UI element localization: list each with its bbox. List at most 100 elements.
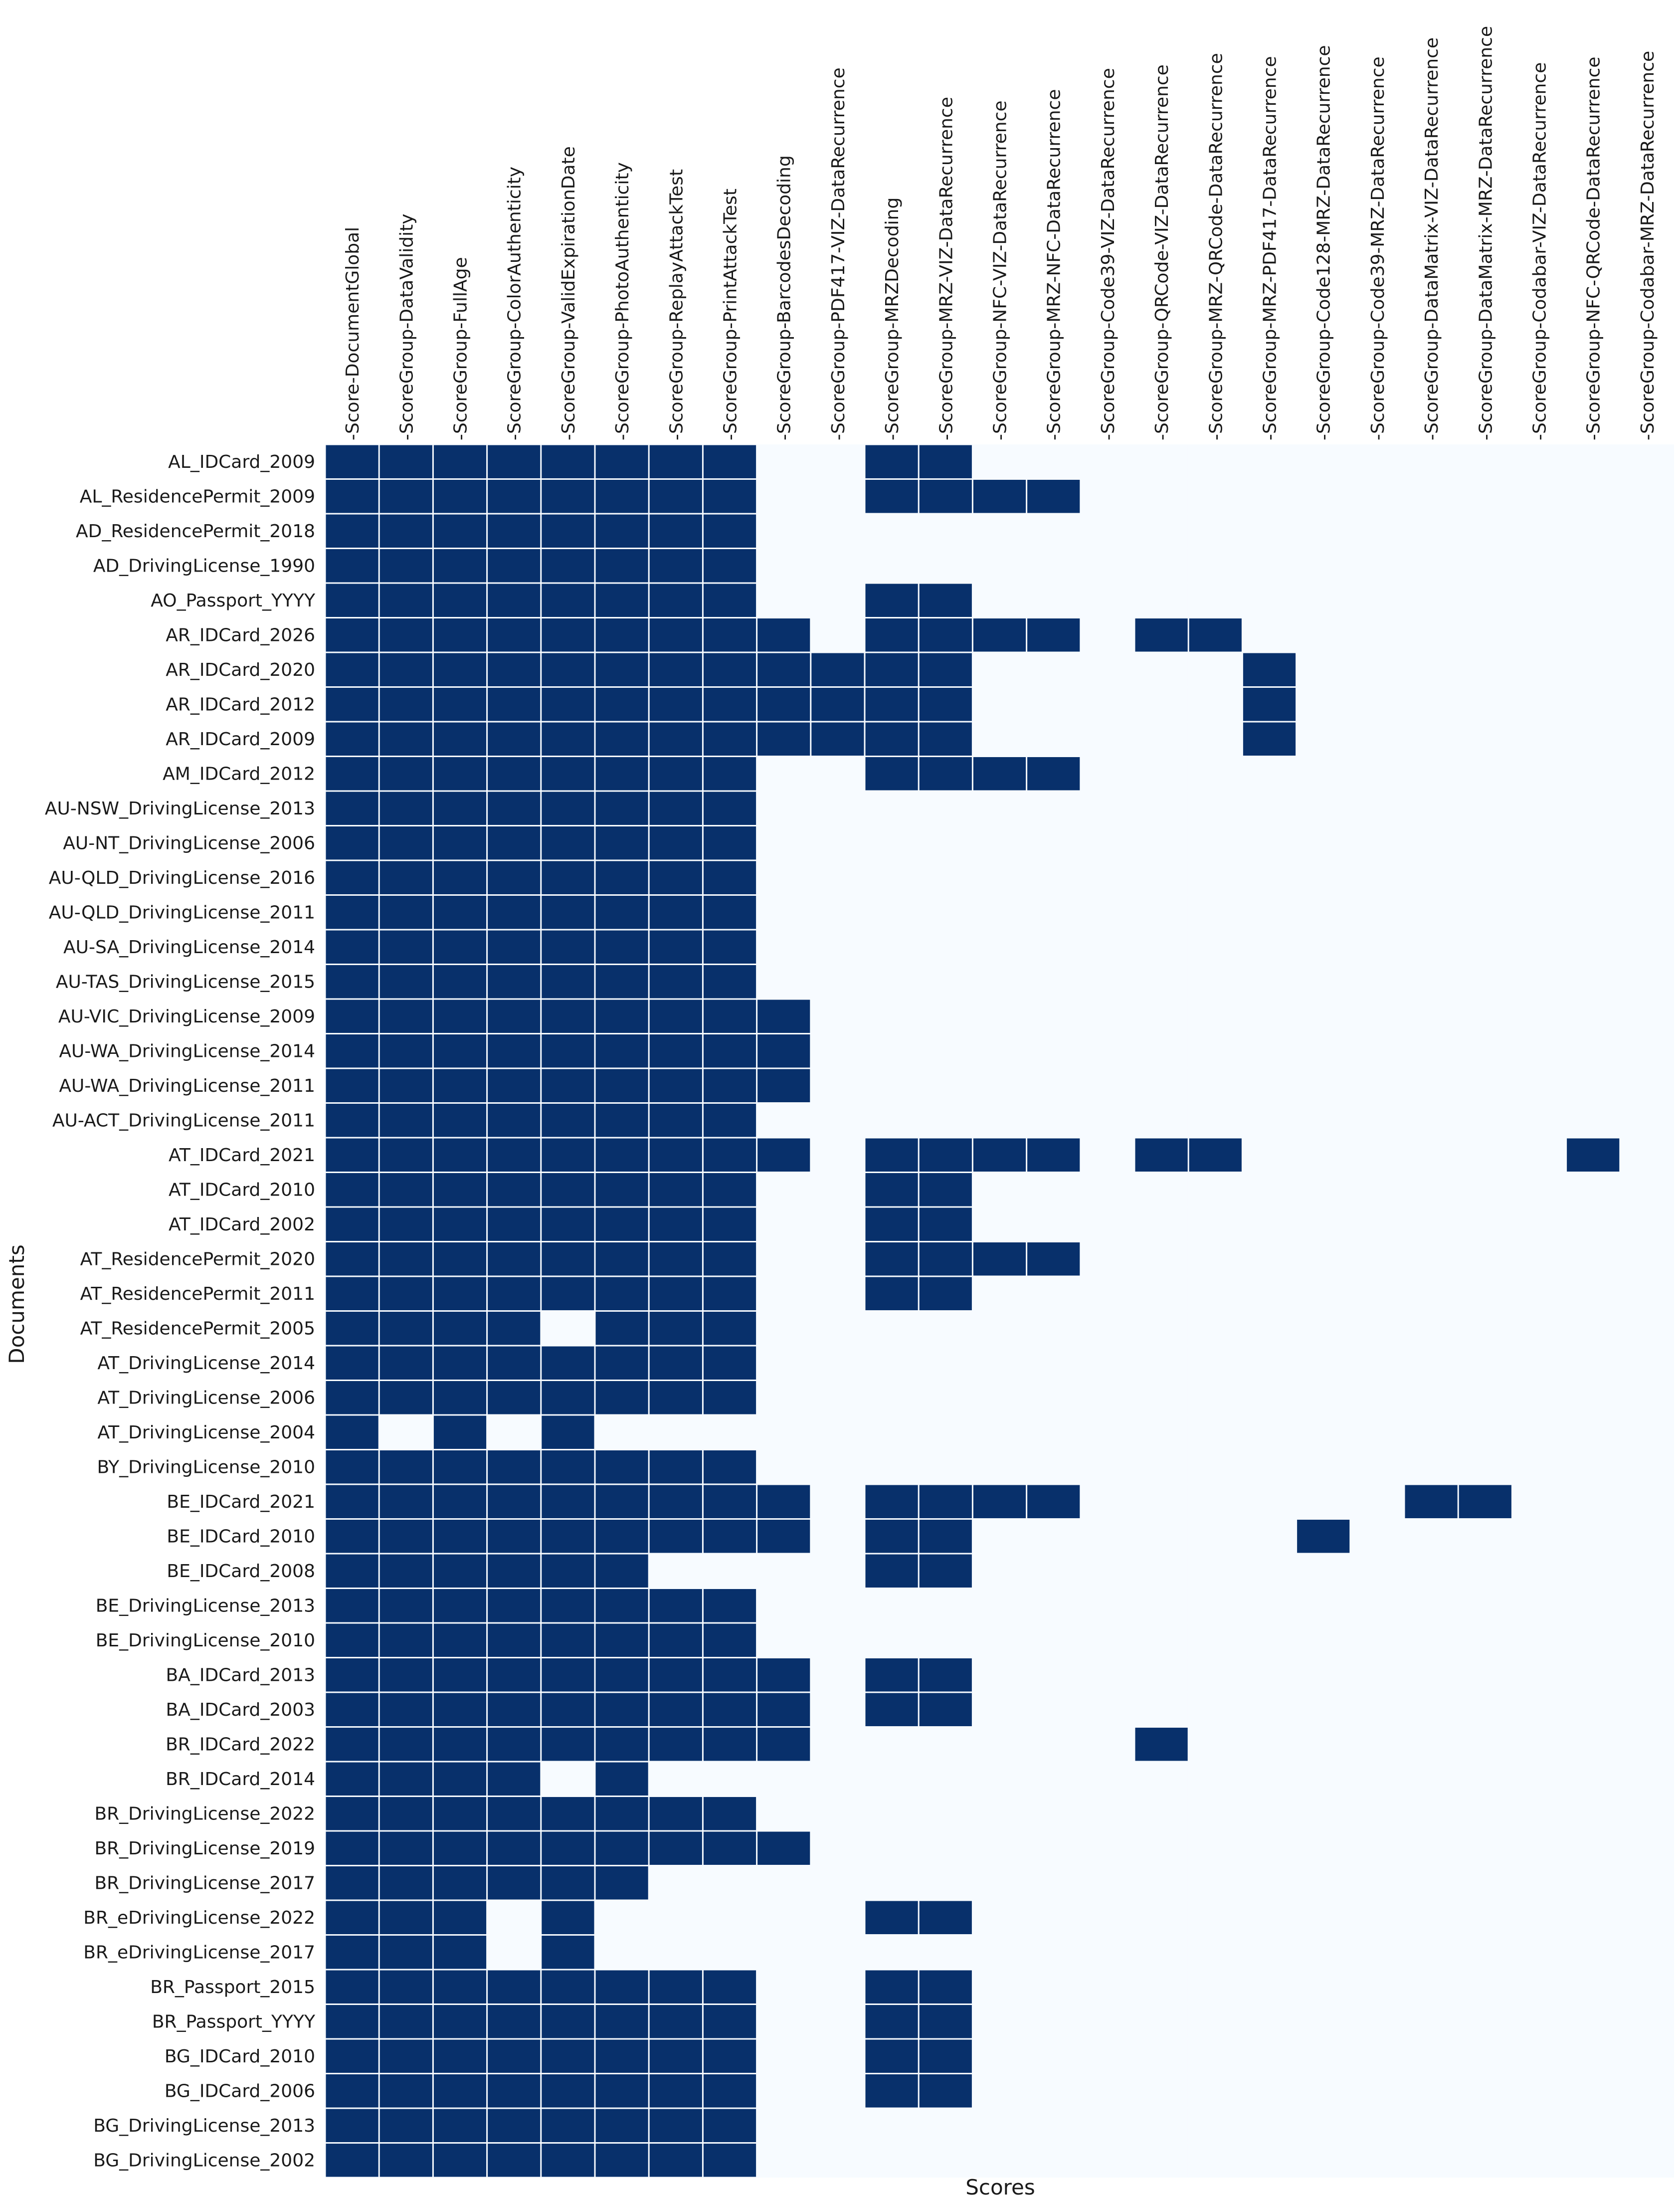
heatmap-cell (973, 930, 1026, 964)
heatmap-cell (1567, 1000, 1620, 1033)
heatmap-cell (326, 792, 378, 825)
heatmap-cell (1135, 1866, 1188, 1900)
heatmap-cell (757, 1415, 810, 1449)
heatmap-cell (1027, 1831, 1080, 1865)
heatmap-cell (595, 1312, 648, 1345)
heatmap-cell (1621, 514, 1674, 548)
heatmap-cell (973, 1242, 1026, 1276)
heatmap-cell (1405, 2039, 1458, 2073)
heatmap-cell (1243, 2039, 1296, 2073)
heatmap-cell (1512, 514, 1566, 548)
heatmap-cell (326, 1520, 378, 1553)
heatmap-cell (1297, 1173, 1350, 1206)
heatmap-cell (703, 1034, 756, 1068)
heatmap-cell (1189, 549, 1242, 583)
heatmap-cell (811, 1728, 864, 1761)
heatmap-cell (1512, 1936, 1566, 1969)
heatmap-cell (649, 1866, 702, 1900)
heatmap-cell (1459, 1970, 1511, 2003)
heatmap-cell (1567, 688, 1620, 721)
heatmap-cell (649, 2109, 702, 2142)
heatmap-cell (488, 2144, 541, 2177)
heatmap-cell (1459, 2074, 1511, 2108)
heatmap-cell (1189, 1000, 1242, 1033)
heatmap-cell (649, 1693, 702, 1726)
heatmap-cell (379, 1242, 432, 1276)
heatmap-cell (757, 757, 810, 791)
heatmap-cell (649, 826, 702, 860)
row-label: AU-VIC_DrivingLicense_2009 (58, 1006, 315, 1027)
heatmap-cell (919, 514, 972, 548)
heatmap-cell (1297, 514, 1350, 548)
heatmap-cell (919, 861, 972, 894)
heatmap-cell (1567, 1207, 1620, 1241)
heatmap-cell (1081, 1207, 1134, 1241)
heatmap-cell (757, 618, 810, 652)
heatmap-cell (1081, 688, 1134, 721)
heatmap-cell (811, 1762, 864, 1796)
heatmap-cell (595, 757, 648, 791)
heatmap-cell (1351, 1173, 1404, 1206)
heatmap-cell (973, 1277, 1026, 1310)
column-label: -ScoreGroup-ColorAuthenticity (505, 167, 525, 440)
heatmap-cell (811, 1831, 864, 1865)
heatmap-cell (973, 1173, 1026, 1206)
heatmap-cell (703, 1242, 756, 1276)
heatmap-cell (1512, 1450, 1566, 1484)
heatmap-cell (1081, 896, 1134, 929)
heatmap-cell (757, 1901, 810, 1934)
heatmap-cell (1189, 653, 1242, 686)
heatmap-cell (1567, 1866, 1620, 1900)
heatmap-cell (433, 1728, 487, 1761)
heatmap-cell (488, 445, 541, 478)
heatmap-cell (811, 1312, 864, 1345)
heatmap-cell (1621, 1104, 1674, 1137)
heatmap-cell (1351, 653, 1404, 686)
heatmap-cell (1135, 930, 1188, 964)
heatmap-cell (595, 1831, 648, 1865)
heatmap-cell (488, 1277, 541, 1310)
heatmap-cell (1243, 1173, 1296, 1206)
column-label: -ScoreGroup-PhotoAuthenticity (612, 162, 633, 440)
heatmap-cell (703, 1312, 756, 1345)
heatmap-cell (1297, 2039, 1350, 2073)
heatmap-cell (1027, 861, 1080, 894)
heatmap-cell (1621, 896, 1674, 929)
heatmap-cell (1243, 1450, 1296, 1484)
heatmap-cell (919, 1831, 972, 1865)
heatmap-cell (542, 1936, 594, 1969)
heatmap-cell (757, 1207, 810, 1241)
heatmap-cell (379, 2109, 432, 2142)
heatmap-cell (1621, 1138, 1674, 1172)
heatmap-cell (1512, 445, 1566, 478)
heatmap-cell (1297, 1138, 1350, 1172)
heatmap-cell (488, 1831, 541, 1865)
heatmap-cell (1405, 1277, 1458, 1310)
heatmap-cell (1081, 618, 1134, 652)
heatmap-cell (1459, 653, 1511, 686)
heatmap-cell (488, 2109, 541, 2142)
heatmap-cell (1297, 480, 1350, 513)
heatmap-cell (649, 1554, 702, 1588)
heatmap-cell (1189, 1623, 1242, 1657)
heatmap-cell (919, 965, 972, 999)
heatmap-cell (1135, 2109, 1188, 2142)
heatmap-cell (1243, 514, 1296, 548)
heatmap-cell (757, 1242, 810, 1276)
heatmap-cell (703, 688, 756, 721)
heatmap-cell (542, 1866, 594, 1900)
heatmap-cell (1243, 549, 1296, 583)
heatmap-cell (433, 653, 487, 686)
heatmap-cell (433, 896, 487, 929)
heatmap-cell (865, 930, 918, 964)
column-label: -ScoreGroup-ValidExpirationDate (559, 146, 579, 440)
heatmap-cell (1567, 1936, 1620, 1969)
heatmap-cell (649, 1936, 702, 1969)
heatmap-cell (973, 1485, 1026, 1518)
heatmap-cell (379, 1104, 432, 1137)
heatmap-cells (325, 444, 1674, 2178)
heatmap-cell (433, 2074, 487, 2108)
heatmap-cell (326, 1831, 378, 1865)
heatmap-cell (973, 2074, 1026, 2108)
heatmap-cell (1405, 688, 1458, 721)
